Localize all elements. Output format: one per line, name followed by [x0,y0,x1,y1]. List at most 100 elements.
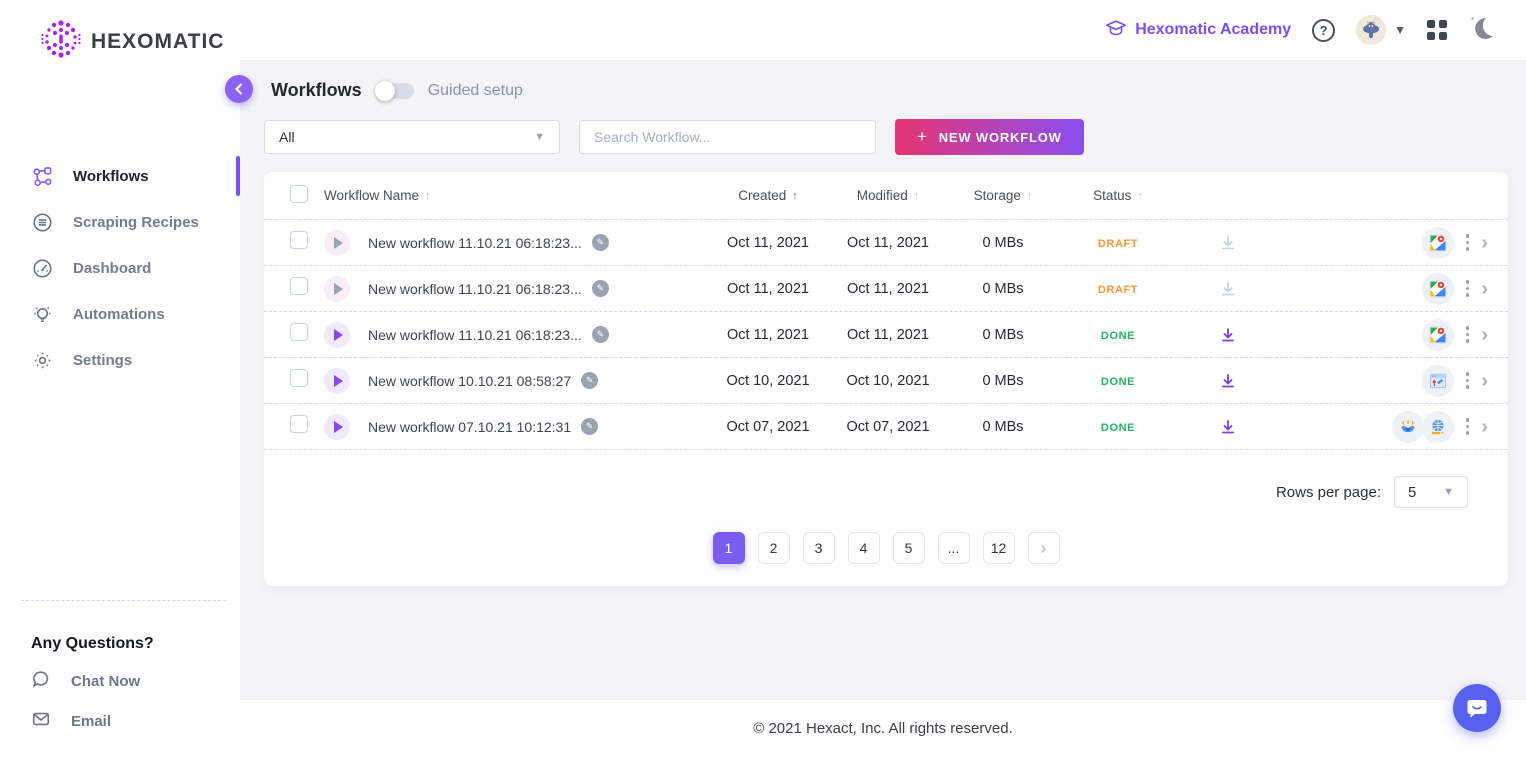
page-button-3[interactable]: 3 [802,532,835,564]
rows-per-page-select[interactable]: 5 ▼ [1394,476,1468,508]
page-button-5[interactable]: 5 [892,532,925,564]
page-button-12[interactable]: 12 [982,532,1015,564]
sidebar-item-label: Dashboard [73,259,152,277]
download-icon[interactable] [1220,235,1236,251]
workflow-name[interactable]: New workflow 10.10.21 08:58:27 [368,372,572,389]
run-workflow-button[interactable] [324,275,350,302]
moon-icon[interactable]: * * [1468,15,1498,46]
row-checkbox[interactable] [290,415,308,433]
row-checkbox[interactable] [290,323,308,341]
select-all-checkbox[interactable] [290,185,308,203]
sidebar-nav: Workflows Scraping Recipes Dashboard [0,153,240,383]
page-button-1[interactable]: 1 [712,532,745,564]
workflow-name[interactable]: New workflow 11.10.21 06:18:23... [368,280,582,297]
sidebar-collapse-button[interactable] [225,75,253,103]
column-workflow-name[interactable]: Workflow Name [324,188,420,203]
column-status[interactable]: Status [1093,188,1132,203]
row-checkbox[interactable] [290,231,308,249]
storage-size: 0 MBs [982,280,1024,297]
run-workflow-button[interactable] [324,321,350,348]
chat-now-link[interactable]: Chat Now [31,661,240,701]
email-label: Email [71,712,112,730]
workflow-name[interactable]: New workflow 11.10.21 06:18:23... [368,234,582,251]
page-button-4[interactable]: 4 [847,532,880,564]
row-menu-icon[interactable] [1463,326,1473,343]
run-workflow-button[interactable] [324,367,350,394]
copyright-text: © 2021 Hexact, Inc. All rights reserved. [753,720,1013,737]
search-input[interactable] [579,120,876,154]
new-workflow-button[interactable]: + NEW WORKFLOW [895,119,1084,155]
run-workflow-button[interactable] [324,229,350,256]
edit-name-icon[interactable]: ✎ [591,280,609,297]
next-page-button[interactable]: › [1027,532,1060,564]
page-button-ellipsis[interactable]: ... [937,532,970,564]
settings-icon [31,349,53,371]
download-icon[interactable] [1220,327,1236,343]
row-checkbox[interactable] [290,277,308,295]
row-expand-icon[interactable]: › [1481,231,1488,254]
sort-icon[interactable]: ↑ [425,189,431,202]
sidebar-item-dashboard[interactable]: Dashboard [0,245,240,291]
row-expand-icon[interactable]: › [1481,277,1488,300]
chat-bubble-icon [31,669,51,693]
modified-date: Oct 11, 2021 [847,280,929,297]
pagination: 1 2 3 4 5 ... 12 › [264,532,1508,564]
edit-name-icon[interactable]: ✎ [591,234,609,251]
storage-size: 0 MBs [982,234,1024,251]
page-automation-icon [1421,364,1454,397]
column-modified[interactable]: Modified [856,188,908,203]
chat-now-label: Chat Now [71,672,141,690]
sidebar-item-scraping-recipes[interactable]: Scraping Recipes [0,199,240,245]
workflow-name[interactable]: New workflow 11.10.21 06:18:23... [368,326,582,343]
sidebar-item-settings[interactable]: Settings [0,337,240,383]
sort-icon[interactable]: ↑ [792,189,798,202]
download-icon[interactable] [1220,281,1236,297]
row-expand-icon[interactable]: › [1481,323,1488,346]
row-expand-icon[interactable]: › [1481,415,1488,438]
row-menu-icon[interactable] [1463,280,1473,297]
page-button-2[interactable]: 2 [757,532,790,564]
sidebar-item-workflows[interactable]: Workflows [0,153,240,199]
row-menu-icon[interactable] [1463,372,1473,389]
download-icon[interactable] [1220,373,1236,389]
apps-grid-icon[interactable] [1427,20,1447,40]
new-workflow-label: NEW WORKFLOW [938,129,1062,145]
modified-date: Oct 10, 2021 [846,372,930,389]
sort-icon[interactable]: ↑ [913,189,920,202]
page-title: Workflows [271,80,362,100]
table-row: New workflow 11.10.21 06:18:23... ✎ Oct … [264,266,1508,312]
play-icon [333,282,343,295]
sort-icon[interactable]: ↑ [1026,189,1033,202]
dashboard-icon [31,257,53,279]
guided-setup-toggle[interactable] [374,80,414,101]
filter-select[interactable]: All ▼ [264,120,560,154]
column-created[interactable]: Created [738,188,787,203]
row-checkbox[interactable] [290,369,308,387]
storage-size: 0 MBs [982,372,1024,389]
email-link[interactable]: Email [31,701,240,741]
edit-name-icon[interactable]: ✎ [591,326,609,343]
edit-name-icon[interactable]: ✎ [581,418,599,435]
row-expand-icon[interactable]: › [1481,369,1488,392]
help-icon[interactable]: ? [1312,18,1336,42]
sidebar-item-automations[interactable]: Automations [0,291,240,337]
user-menu[interactable]: ▼ [1356,15,1406,45]
row-menu-icon[interactable] [1463,418,1473,435]
run-workflow-button[interactable] [324,413,350,440]
sort-icon[interactable]: ↑ [1137,189,1143,202]
brand-logo[interactable]: HEXOMATIC [0,0,240,65]
row-menu-icon[interactable] [1463,234,1473,251]
download-icon[interactable] [1220,419,1236,435]
sidebar-item-label: Settings [73,351,133,369]
discover-websites-icon [1421,410,1454,443]
column-storage[interactable]: Storage [973,188,1021,203]
academy-label: Hexomatic Academy [1135,21,1292,38]
play-icon [333,374,343,387]
google-maps-icon [1421,318,1454,351]
hexomatic-academy-link[interactable]: Hexomatic Academy [1105,19,1291,42]
edit-name-icon[interactable]: ✎ [581,372,599,389]
rows-per-page: Rows per page: 5 ▼ [264,476,1508,508]
chat-widget-button[interactable] [1453,684,1501,732]
chevron-down-icon: ▼ [534,131,545,143]
workflow-name[interactable]: New workflow 07.10.21 10:12:31 [368,418,572,435]
